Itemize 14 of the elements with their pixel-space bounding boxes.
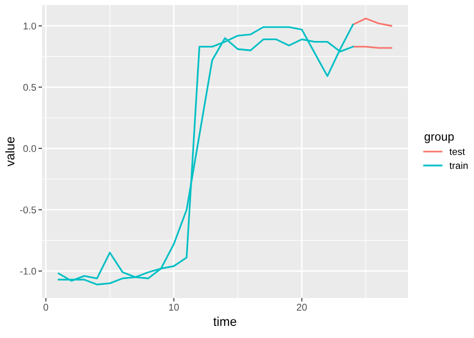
legend-label: test	[449, 148, 465, 156]
y-tick-label: 0.0	[23, 145, 36, 152]
legend-label: train	[449, 162, 468, 170]
x-tick-label: 20	[296, 304, 307, 311]
legend-title: group	[424, 134, 454, 144]
y-axis-title: value	[5, 137, 14, 166]
y-tick-label: 1.0	[24, 22, 36, 30]
y-tick-label: -0.5	[20, 206, 36, 214]
line-series	[352, 18, 392, 27]
x-axis-title: time	[213, 316, 236, 326]
x-tick-label: 0	[44, 304, 48, 311]
x-tick-label: 10	[169, 304, 179, 311]
y-tick-label: -1.0	[20, 268, 36, 275]
y-tick-label: 0.5	[23, 84, 36, 91]
